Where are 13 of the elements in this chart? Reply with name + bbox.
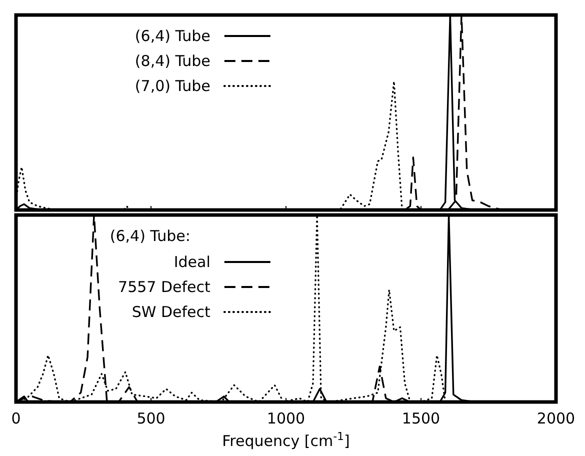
x-tick-label: 0	[11, 410, 21, 428]
legend-title: (6,4) Tube:	[110, 227, 190, 245]
x-tick-label: 1000	[266, 410, 306, 428]
x-tick-label: 500	[136, 410, 166, 428]
legend-label: (7,0) Tube	[134, 77, 210, 95]
x-tick-label: 2000	[536, 410, 576, 428]
x-tick-label: 1500	[402, 410, 440, 428]
legend-label: (8,4) Tube	[134, 52, 210, 70]
x-axis-title: Frequency [cm$^{-1}$]	[222, 430, 350, 450]
legend-label: Ideal	[174, 253, 210, 271]
legend-label: (6,4) Tube	[134, 27, 210, 45]
legend-label: SW Defect	[132, 303, 211, 321]
legend-label: 7557 Defect	[118, 278, 211, 296]
